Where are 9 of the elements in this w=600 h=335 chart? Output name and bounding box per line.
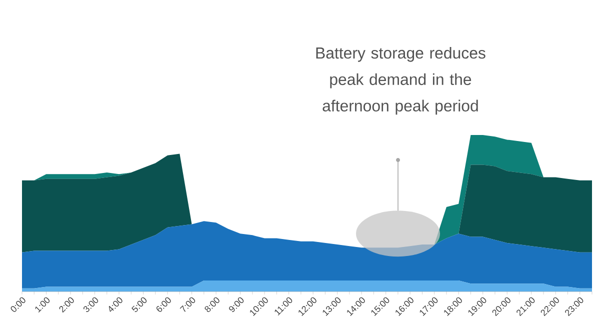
x-tick-label: 7:00 [180, 297, 196, 312]
text: Battery storage reduces peak demand in the afternoon peak period [316, 46, 486, 115]
x-tick-label: 3:00 [83, 297, 98, 312]
x-tick-label: 8:00 [204, 297, 220, 312]
x-tick-label: 6:00 [156, 297, 171, 312]
x-tick-label: 4:00 [108, 297, 122, 312]
x-tick-label: 9:00 [229, 297, 244, 312]
x-tick-label: 5:00 [132, 297, 147, 312]
x-tick-label: 0:00 [10, 297, 26, 312]
